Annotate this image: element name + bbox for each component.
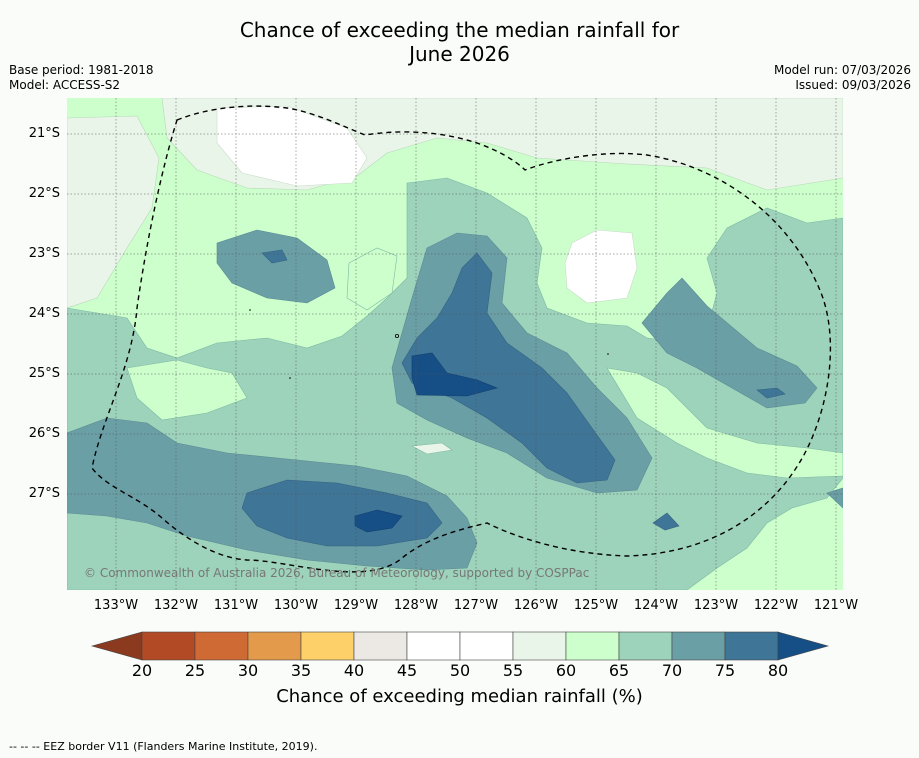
colorbar-tick: 80 [767,661,789,680]
contour-60-65-hole-center [346,247,398,311]
lat-label-26s: 26°S [28,426,60,441]
meta-left: Base period: 1981-2018 Model: ACCESS-S2 [9,63,154,93]
lon-label-126w: 126°W [513,598,559,613]
contour-60-65-hole-west [126,359,248,421]
graticule [67,98,843,590]
colorbar-tick: 60 [555,661,577,680]
colorbar-tick: 30 [237,661,259,680]
lat-label-22s: 22°S [28,186,60,201]
colorbar-segment [300,631,355,661]
colorbar-tick: 25 [184,661,206,680]
colorbar-extend-high [777,631,830,661]
colorbar-segment [459,631,514,661]
colorbar-tick: 70 [661,661,683,680]
colorbar-tick: 40 [343,661,365,680]
colorbar-segment [141,631,196,661]
colorbar-tick: 35 [290,661,312,680]
eez-border [91,105,832,573]
colorbar-tick: 75 [714,661,736,680]
meta-right: Model run: 07/03/2026 Issued: 09/03/2026 [774,63,911,93]
lon-label-122w: 122°W [753,598,799,613]
eez-footnote: -- -- -- EEZ border V11 (Flanders Marine… [9,740,318,753]
lon-label-127w: 127°W [453,598,499,613]
colorbar-segment [618,631,673,661]
colorbar [90,631,830,661]
lat-label-27s: 27°S [28,486,60,501]
lon-label-133w: 133°W [93,598,139,613]
lat-label-23s: 23°S [28,246,60,261]
lon-label-128w: 128°W [393,598,439,613]
colorbar-tick: 55 [502,661,524,680]
colorbar-label: Chance of exceeding median rainfall (%) [276,686,643,707]
lon-label-123w: 123°W [693,598,739,613]
contour-60-65-hole-small [410,442,453,455]
island-marker [607,353,609,355]
title-line-1: Chance of exceeding the median rainfall … [239,18,680,42]
lon-label-124w: 124°W [633,598,679,613]
lon-label-121w: 121°W [813,598,859,613]
lon-label-125w: 125°W [573,598,619,613]
lat-label-21s: 21°S [28,126,60,141]
contour-75-80-south [241,479,443,547]
contour-75-80-west [261,249,288,264]
island-marker [394,333,399,338]
lat-label-25s: 25°S [28,366,60,381]
contour-75-80-east [756,387,786,399]
colorbar-segment [406,631,461,661]
lon-label-131w: 131°W [213,598,259,613]
contour-50-55-center [564,229,638,304]
colorbar-segment [512,631,567,661]
contour-75-80-center [401,252,616,484]
colorbar-segment [247,631,302,661]
colorbar-segment [353,631,408,661]
contour-70-75-west [216,229,336,304]
issued-date: Issued: 09/03/2026 [795,78,911,92]
island-marker [249,309,251,311]
colorbar-tick: 45 [396,661,418,680]
contour-70-75-east [641,277,818,409]
colorbar-segment [671,631,726,661]
colorbar-tick: 50 [449,661,471,680]
lon-label-132w: 132°W [153,598,199,613]
contour-50-55-north [216,105,368,187]
contour-75-80-small [652,512,680,531]
lon-label-130w: 130°W [273,598,319,613]
map-credit: © Commonwealth of Australia 2026, Bureau… [84,566,589,580]
title-line-2: June 2026 [409,42,510,66]
lon-label-129w: 129°W [333,598,379,613]
colorbar-segment [194,631,249,661]
model-name: Model: ACCESS-S2 [9,78,121,92]
map-title: Chance of exceeding the median rainfall … [0,18,919,66]
colorbar-segment [565,631,620,661]
lat-label-24s: 24°S [28,306,60,321]
colorbar-tick: 65 [608,661,630,680]
island-marker [289,377,291,379]
base-period: Base period: 1981-2018 [9,63,154,77]
colorbar-tick: 20 [131,661,153,680]
colorbar-segment [724,631,779,661]
contour-70-75-small [826,487,843,509]
colorbar-extend-low [90,631,143,661]
contour-60-65-hole-south [606,367,843,479]
contour-55-60-west [67,115,160,309]
contour-above-80-south [354,509,403,533]
model-run: Model run: 07/03/2026 [773,63,911,77]
rainfall-map: © Commonwealth of Australia 2026, Bureau… [67,98,843,590]
